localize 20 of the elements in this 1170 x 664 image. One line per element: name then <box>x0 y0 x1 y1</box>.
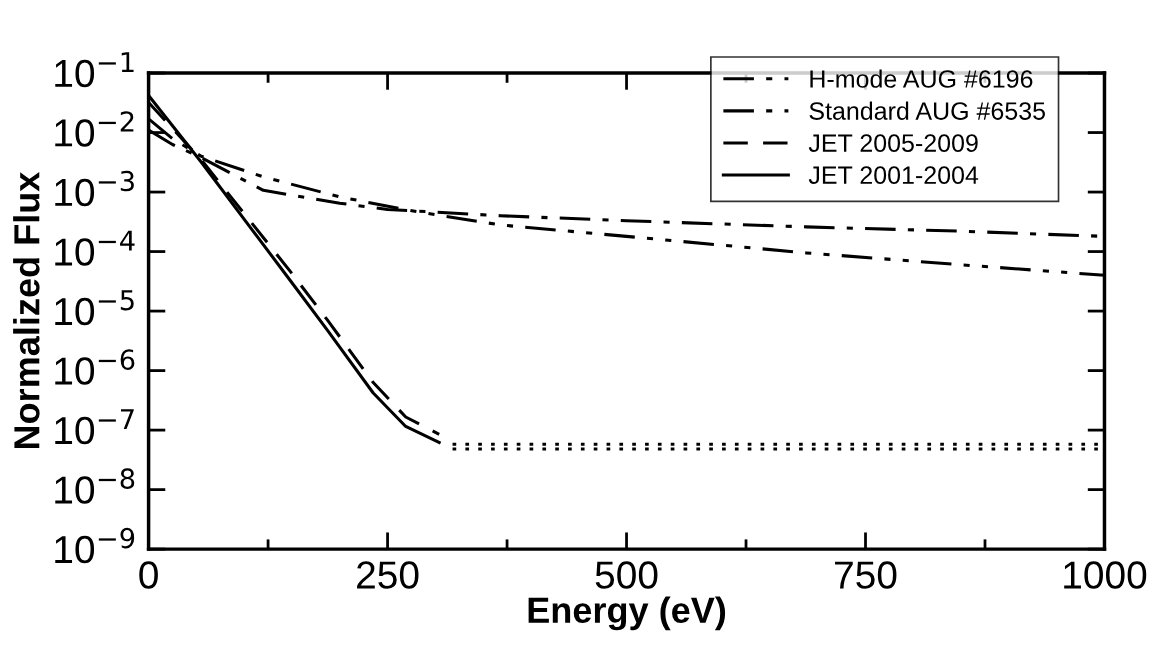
y-tick-label: 10$^{−4}$ <box>55 230 135 266</box>
x-tick-label: 0 <box>139 561 158 589</box>
y-tick-label: 10$^{−5}$ <box>55 290 134 326</box>
y-tick-label: 10$^{−6}$ <box>55 349 135 385</box>
x-tick-label: 500 <box>595 561 658 589</box>
y-tick-label: 10$^{−8}$ <box>55 468 135 504</box>
x-tick-label: 750 <box>835 561 897 589</box>
legend-label: JET 2001-2004 <box>808 166 979 184</box>
legend-label: H-mode AUG #6196 <box>810 69 1033 88</box>
x-tick-label: 250 <box>357 561 419 589</box>
y-tick-label: 10$^{−2}$ <box>55 111 134 147</box>
legend-label: JET 2005-2009 <box>808 134 978 152</box>
legend-label: Standard AUG #6535 <box>809 101 1045 120</box>
x-tick-label: 1000 <box>1064 561 1147 589</box>
y-tick-label: 10$^{−1}$ <box>55 52 134 88</box>
x-axis-title: Energy (eV) <box>528 596 726 631</box>
y-tick-label: 10$^{−9}$ <box>55 527 135 564</box>
y-tick-label: 10$^{−7}$ <box>55 409 134 445</box>
y-tick-label: 10$^{−3}$ <box>55 170 134 207</box>
y-axis-title: Normalized Flux <box>13 171 40 449</box>
